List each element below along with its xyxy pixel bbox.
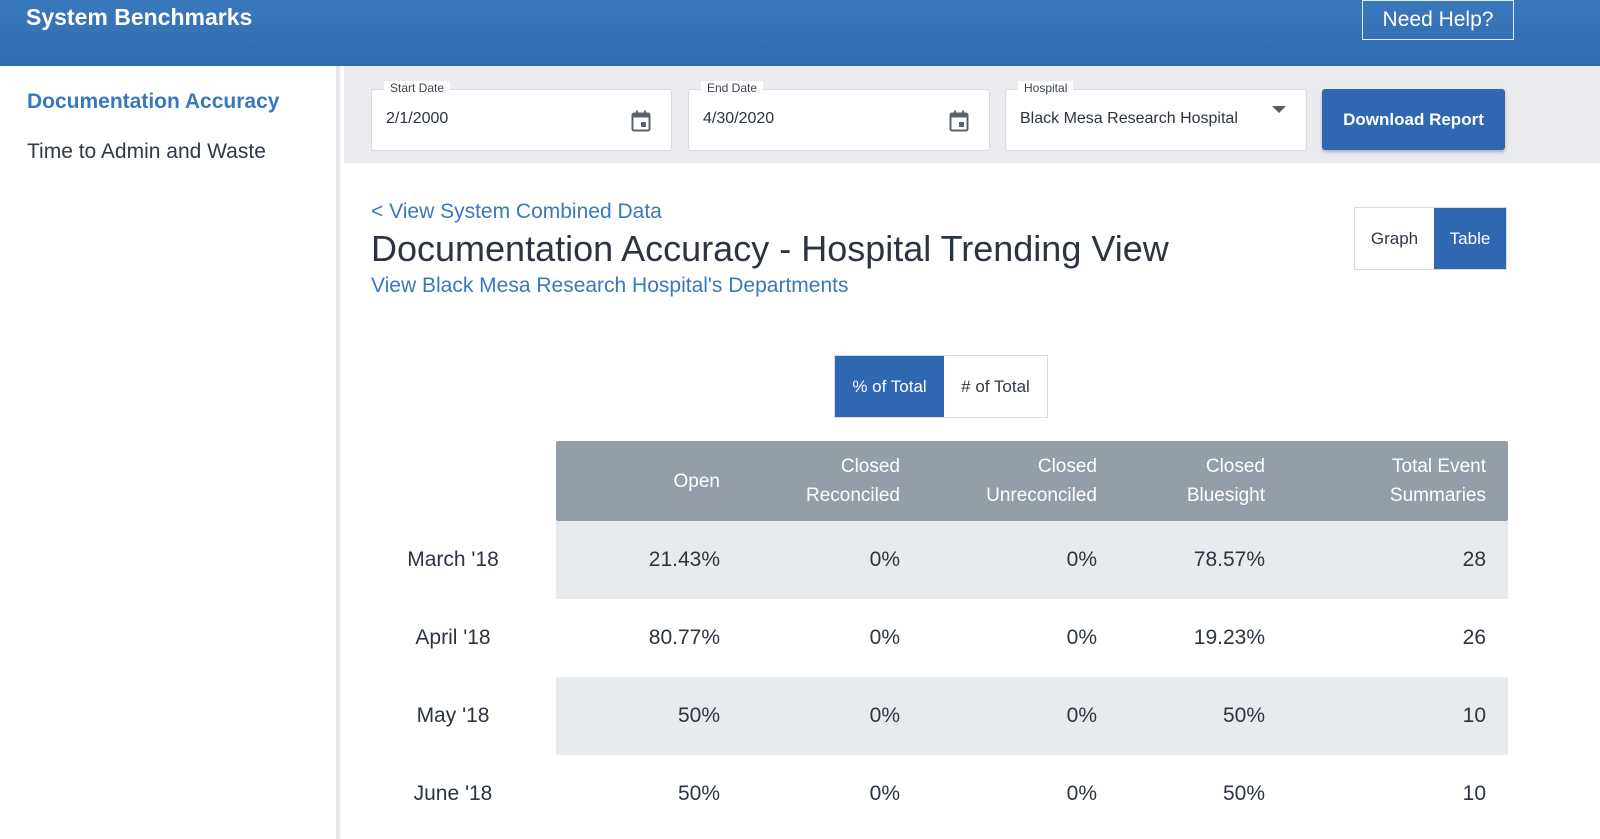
row-label: March '18 bbox=[407, 548, 499, 571]
table-row: March '18 21.43% 0% 0% 78.57% 28 bbox=[380, 521, 1508, 599]
view-toggle: Graph Table bbox=[1354, 207, 1507, 270]
cell-closed-bluesight: 78.57% bbox=[1193, 548, 1265, 571]
cell-total-event-summaries: 10 bbox=[1462, 782, 1486, 805]
cell-total-event-summaries: 28 bbox=[1462, 548, 1486, 571]
cell-open: 21.43% bbox=[648, 548, 720, 571]
calendar-icon[interactable] bbox=[949, 110, 969, 132]
cell-closed-bluesight: 19.23% bbox=[1193, 626, 1265, 649]
table-header: Open Closed Reconciled Closed Unreconciled… bbox=[556, 441, 1508, 521]
table-row: June '18 50% 0% 0% 50% 10 bbox=[380, 755, 1508, 833]
row-label: April '18 bbox=[415, 626, 491, 649]
end-date-label: End Date bbox=[701, 81, 764, 95]
cell-closed-bluesight: 50% bbox=[1222, 704, 1265, 727]
metric-toggle: % of Total # of Total bbox=[834, 355, 1048, 418]
cell-closed-bluesight: 50% bbox=[1222, 782, 1265, 805]
hospital-value: Black Mesa Research Hospital bbox=[1020, 110, 1238, 127]
start-date-label: Start Date bbox=[384, 81, 451, 95]
cell-closed-unreconciled: 0% bbox=[1066, 626, 1097, 649]
cell-closed-reconciled: 0% bbox=[869, 626, 900, 649]
cell-closed-reconciled: 0% bbox=[869, 548, 900, 571]
cell-total-event-summaries: 10 bbox=[1462, 704, 1486, 727]
cell-open: 50% bbox=[677, 782, 720, 805]
view-departments-link[interactable]: View Black Mesa Research Hospital's Depa… bbox=[371, 274, 849, 297]
table-row: May '18 50% 0% 0% 50% 10 bbox=[380, 677, 1508, 755]
page-title: Documentation Accuracy - Hospital Trendi… bbox=[371, 228, 1169, 269]
column-header-closed-unreconciled[interactable]: Closed Unreconciled bbox=[986, 456, 1097, 506]
cell-total-event-summaries: 26 bbox=[1462, 626, 1486, 649]
download-report-button[interactable]: Download Report bbox=[1322, 89, 1505, 150]
start-date-value: 2/1/2000 bbox=[386, 110, 449, 127]
hospital-label: Hospital bbox=[1018, 81, 1074, 95]
cell-closed-unreconciled: 0% bbox=[1066, 548, 1097, 571]
row-label: May '18 bbox=[416, 704, 490, 727]
hospital-select[interactable]: Hospital Black Mesa Research Hospital bbox=[1005, 81, 1307, 151]
column-header-closed-reconciled[interactable]: Closed Reconciled bbox=[806, 456, 900, 506]
dropdown-caret-icon[interactable] bbox=[1272, 106, 1286, 113]
table-row: April '18 80.77% 0% 0% 19.23% 26 bbox=[380, 599, 1508, 677]
column-header-total-event-summaries[interactable]: Total Event Summaries bbox=[1389, 456, 1486, 506]
need-help-button[interactable]: Need Help? bbox=[1362, 0, 1514, 40]
cell-closed-unreconciled: 0% bbox=[1066, 782, 1097, 805]
sidebar-item-documentation-accuracy[interactable]: Documentation Accuracy bbox=[27, 90, 280, 113]
graph-view-button[interactable]: Graph bbox=[1370, 228, 1419, 248]
cell-open: 50% bbox=[677, 704, 720, 727]
start-date-field[interactable]: Start Date 2/1/2000 bbox=[371, 81, 672, 151]
cell-closed-unreconciled: 0% bbox=[1066, 704, 1097, 727]
end-date-field[interactable]: End Date 4/30/2020 bbox=[688, 81, 990, 151]
end-date-value: 4/30/2020 bbox=[703, 110, 775, 127]
table-view-button[interactable]: Table bbox=[1434, 208, 1506, 269]
cell-closed-reconciled: 0% bbox=[869, 782, 900, 805]
cell-open: 80.77% bbox=[648, 626, 720, 649]
column-header-open[interactable]: Open bbox=[673, 470, 720, 492]
top-bar: System Benchmarks Need Help? bbox=[0, 0, 1600, 66]
count-of-total-button[interactable]: # of Total bbox=[961, 376, 1030, 396]
cell-closed-reconciled: 0% bbox=[869, 704, 900, 727]
calendar-icon[interactable] bbox=[631, 110, 651, 132]
row-label: June '18 bbox=[413, 782, 493, 805]
sidebar: Documentation Accuracy Time to Admin and… bbox=[0, 66, 340, 839]
sidebar-item-time-to-admin-and-waste[interactable]: Time to Admin and Waste bbox=[27, 140, 266, 163]
column-header-closed-bluesight[interactable]: Closed Bluesight bbox=[1186, 456, 1265, 506]
percent-of-total-button[interactable]: % of Total bbox=[835, 356, 944, 417]
app-title: System Benchmarks bbox=[26, 4, 253, 30]
view-system-combined-data-link[interactable]: < View System Combined Data bbox=[371, 200, 662, 223]
